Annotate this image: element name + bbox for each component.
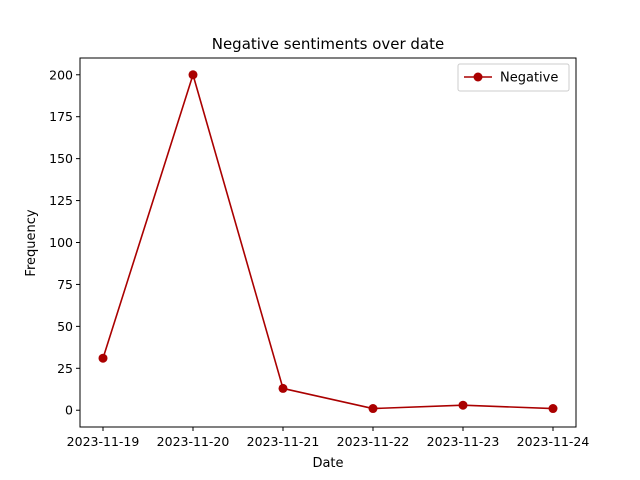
x-axis: 2023-11-19 2023-11-20 2023-11-21 2023-11-22… <box>67 427 590 449</box>
y-axis-label: Frequency <box>24 209 39 276</box>
y-tick-label: 100 <box>49 235 73 250</box>
data-point <box>368 404 378 414</box>
legend-box <box>457 63 570 92</box>
data-point <box>278 383 288 393</box>
x-tick-label: 2023-11-23 <box>427 434 500 449</box>
y-tick-label: 25 <box>57 361 73 376</box>
data-point <box>188 70 198 80</box>
x-tick-label: 2023-11-21 <box>247 434 320 449</box>
x-tick-label: 2023-11-22 <box>337 434 410 449</box>
legend: Negative <box>457 63 570 92</box>
series-line <box>102 73 554 410</box>
legend-label: Negative <box>500 71 558 86</box>
x-axis-label: Date <box>312 456 343 471</box>
y-tick-label: 125 <box>49 193 73 208</box>
x-tick-label: 2023-11-24 <box>517 434 590 449</box>
y-tick-label: 75 <box>57 277 73 292</box>
data-point <box>98 353 108 363</box>
legend-dot-marker <box>473 72 483 82</box>
x-tick-label: 2023-11-19 <box>67 434 140 449</box>
series-layer <box>98 70 558 414</box>
y-tick-label: 175 <box>49 109 73 124</box>
plot-frame <box>79 57 577 428</box>
y-tick-label: 200 <box>49 67 73 82</box>
x-tick-label: 2023-11-20 <box>157 434 230 449</box>
data-point <box>458 400 468 410</box>
y-tick-label: 0 <box>65 403 73 418</box>
y-axis: 0 25 50 75 100 125 150 175 200 <box>49 67 80 418</box>
chart-title: Negative sentiments over date <box>212 35 445 53</box>
y-tick-label: 50 <box>57 319 73 334</box>
y-tick-label: 150 <box>49 151 73 166</box>
data-point <box>548 404 558 414</box>
